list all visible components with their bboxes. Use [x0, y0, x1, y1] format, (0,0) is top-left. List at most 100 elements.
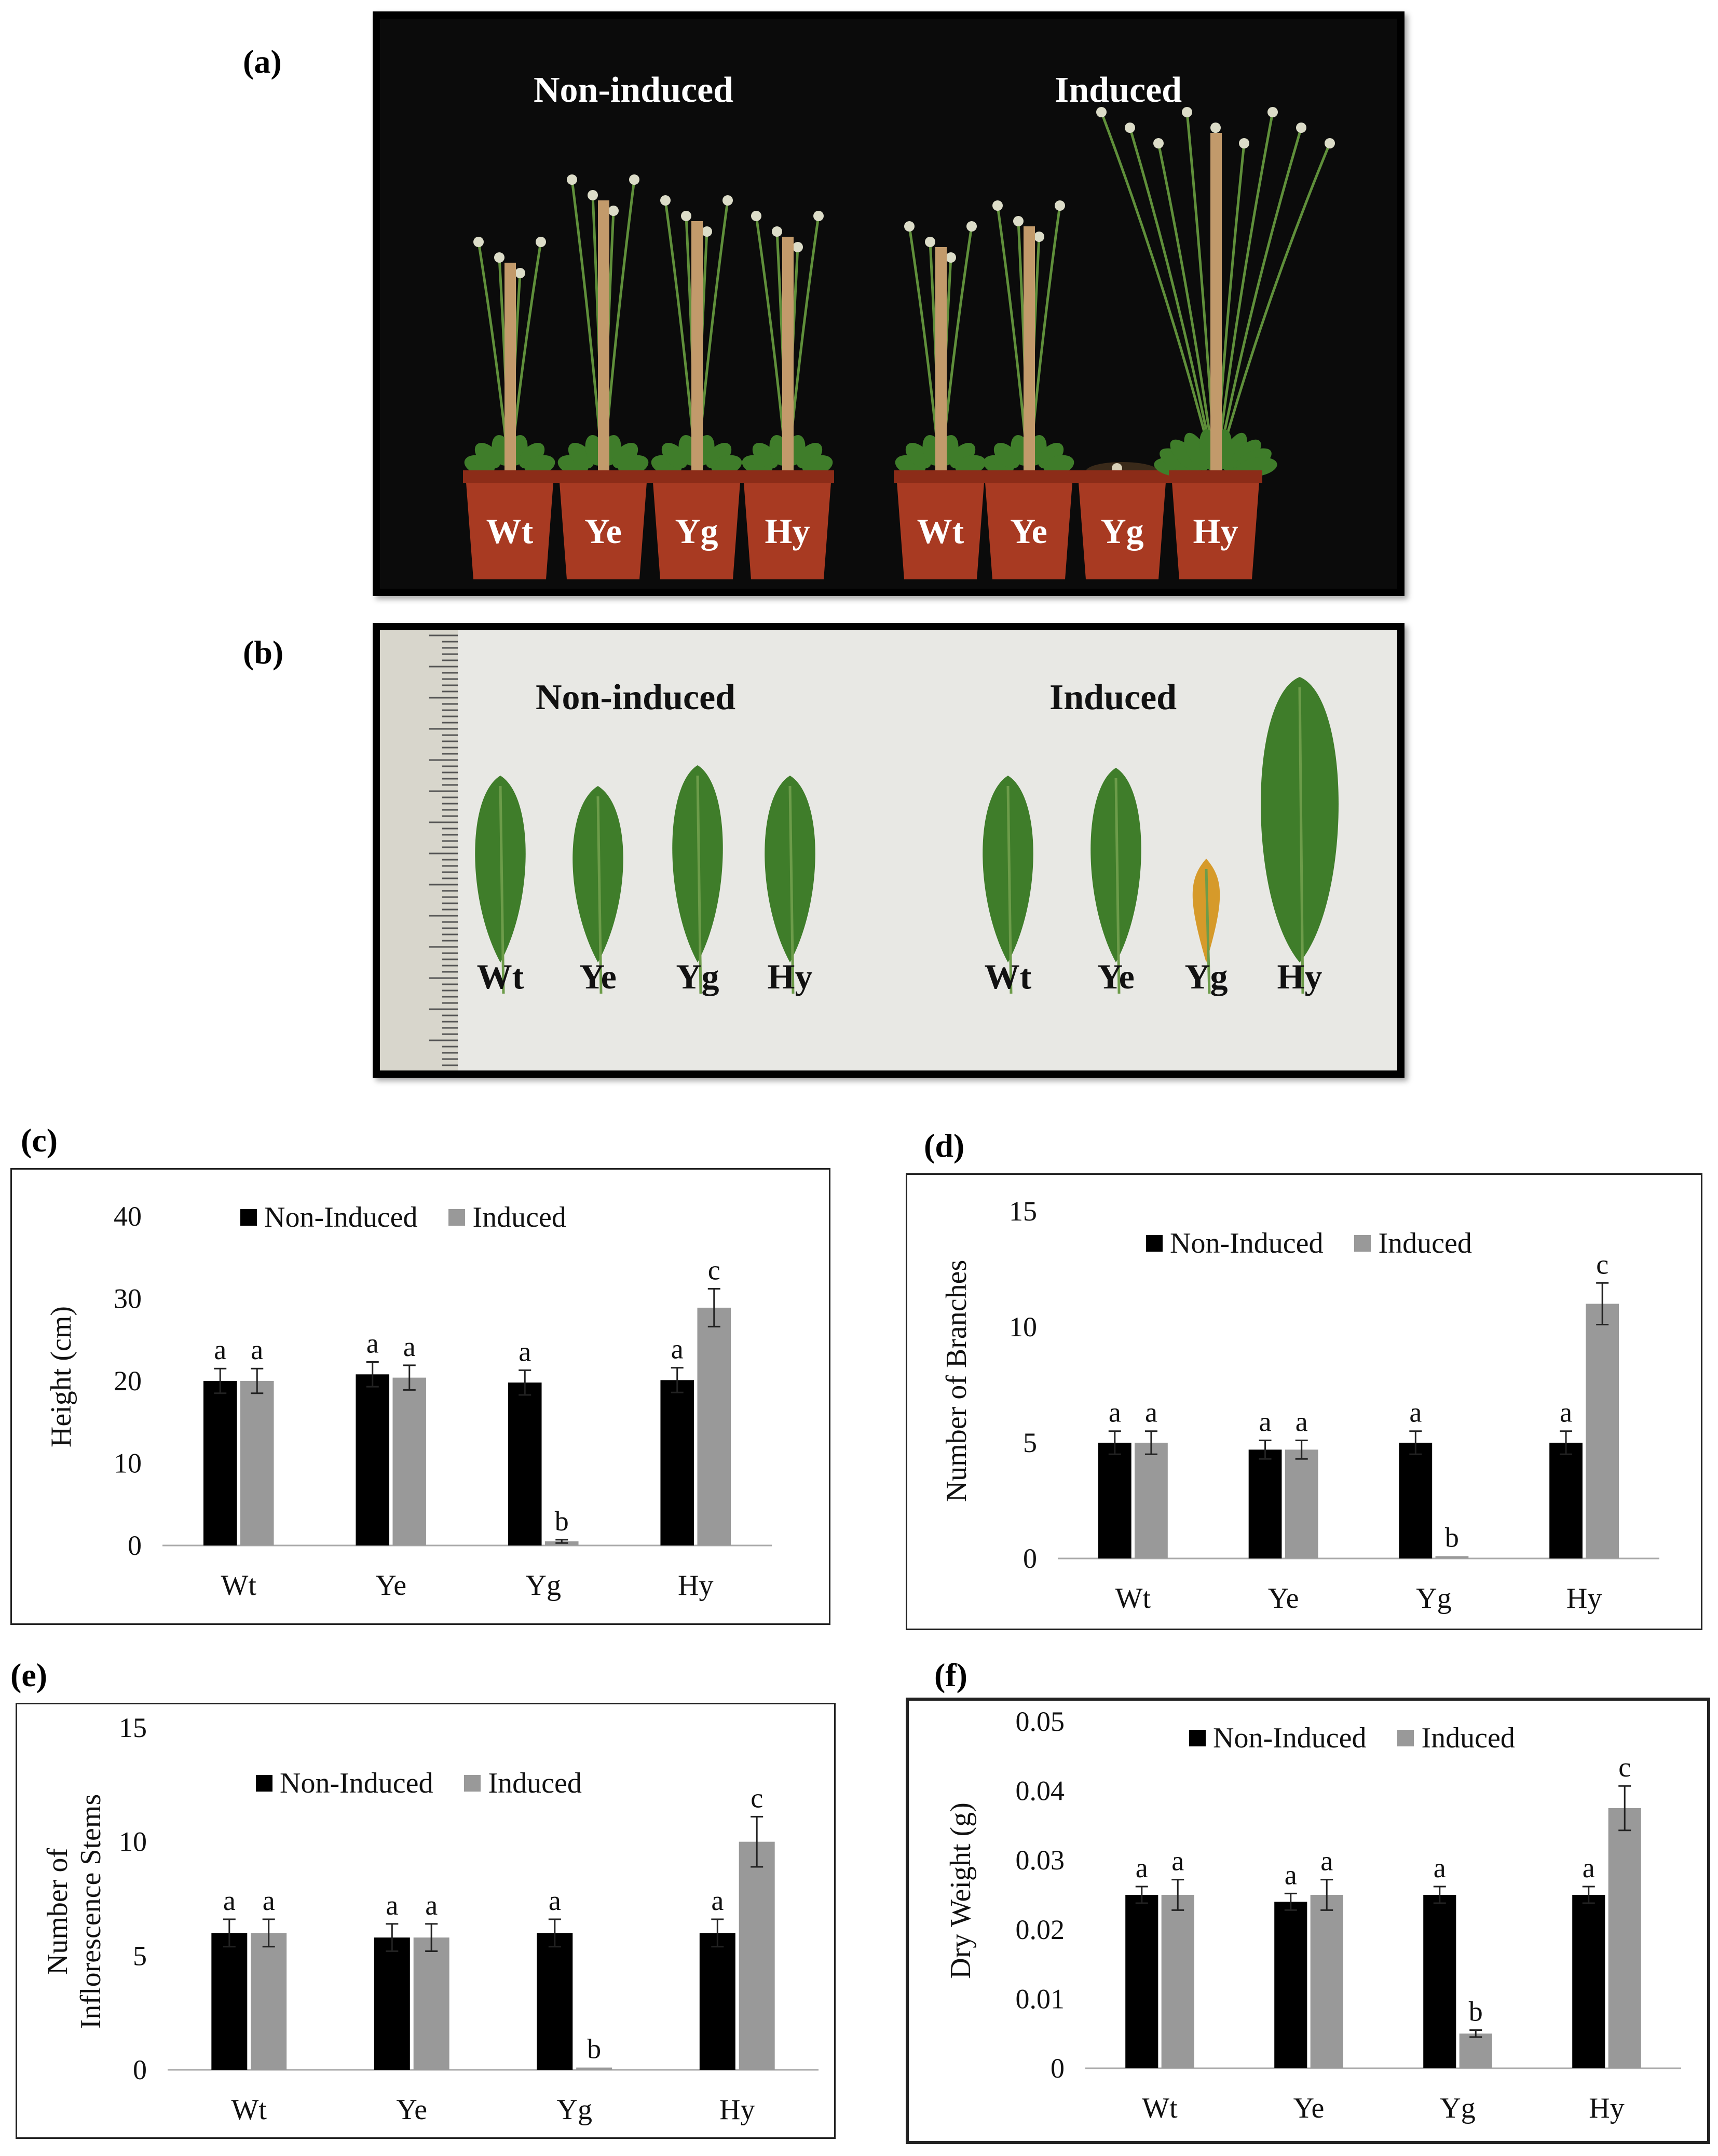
branches-chart: 0 5 10 15 a a Wt a a Ye a b Yg a c Hy Non-Induced Induced… [906, 1173, 1702, 1630]
flower-bud [793, 242, 803, 252]
plants-photo: Wt Ye Yg Hy Wt Ye Yg Hy Non-induced Induced [373, 11, 1405, 596]
bar-induced [1586, 1304, 1619, 1558]
bar-non-induced [203, 1381, 237, 1545]
flower-bud [567, 174, 577, 185]
legend-swatch [464, 1775, 481, 1792]
y-tick-label: 10 [1009, 1311, 1037, 1343]
y-tick-label: 0 [1023, 1543, 1037, 1574]
leaf-genotype-label: Hy [768, 957, 813, 996]
x-tick-label: Hy [678, 1569, 713, 1602]
leaves-photo-drawing: Wt Ye Yg Hy Wt Ye Yg Hy [380, 630, 1339, 1070]
flower-bud [1325, 138, 1335, 148]
support-stake [1210, 133, 1222, 476]
plant-genotype-label: Ye [1010, 511, 1047, 551]
bar-non-induced [1098, 1443, 1131, 1558]
bar-induced [697, 1307, 731, 1545]
y-tick-label: 5 [133, 1940, 147, 1971]
plant-pot [1078, 476, 1166, 579]
plant-stem [1214, 143, 1331, 476]
legend-swatch [256, 1775, 272, 1792]
potted-plant: Hy [741, 211, 834, 579]
flower-bud [1034, 232, 1044, 242]
plant-pot-rim [982, 470, 1075, 483]
potted-plant: Wt [894, 221, 987, 579]
x-tick-label: Yg [1440, 2092, 1475, 2124]
legend-swatch [1397, 1730, 1414, 1746]
x-tick-label: Hy [1566, 1582, 1602, 1615]
legend-item: Induced [1354, 1227, 1472, 1260]
plant-stem [1128, 127, 1217, 476]
panel-a-label: (a) [243, 43, 282, 80]
flower-bud [925, 237, 935, 247]
leaf-specimen: Wt [983, 776, 1033, 996]
dry-weight-chart: 0 0.01 0.02 0.03 0.04 0.05 a a Wt a a Ye a b Yg a c Hy Non… [906, 1698, 1710, 2144]
photo-a-group-right: Induced [1055, 70, 1182, 110]
bar-non-induced [1125, 1895, 1158, 2068]
support-stake [691, 221, 703, 476]
bar-non-induced [1274, 1902, 1307, 2068]
plant-stem [1214, 112, 1274, 476]
x-tick-label: Wt [231, 2094, 267, 2126]
x-tick-label: Yg [526, 1569, 561, 1602]
leaf-genotype-label: Ye [579, 957, 617, 996]
significance-letter: c [708, 1254, 720, 1285]
significance-letter: a [223, 1885, 236, 1916]
flower-bud [1267, 107, 1278, 117]
rosette-leaf [955, 455, 986, 475]
significance-letter: a [711, 1885, 724, 1916]
flower-bud [473, 237, 484, 247]
leaf-petiole [1114, 778, 1121, 994]
plant-genotype-label: Yg [1100, 511, 1143, 551]
plant-pot [985, 476, 1073, 579]
plant-genotype-label: Ye [584, 511, 622, 551]
plant-stem [1100, 112, 1217, 476]
y-tick-label: 0 [133, 2054, 147, 2085]
rosette-leaf [1222, 432, 1247, 471]
legend-label: Induced [472, 1201, 566, 1233]
significance-letter: b [1445, 1522, 1459, 1553]
significance-letter: c [751, 1782, 763, 1813]
significance-letter: a [403, 1331, 416, 1362]
bar-induced [392, 1377, 427, 1545]
y-tick-label: 15 [119, 1712, 147, 1743]
significance-letter: b [1469, 1996, 1483, 2027]
potted-plant: Yg [1075, 462, 1169, 579]
y-axis-label: Dry Weight (g) [945, 1802, 977, 1979]
y-tick-label: 15 [1009, 1196, 1037, 1227]
flower-bud [494, 252, 505, 263]
legend-item: Non-Induced [256, 1767, 433, 1800]
flower-bud [1210, 123, 1221, 133]
panel-e-label: (e) [10, 1657, 48, 1693]
y-tick-label: 40 [114, 1201, 142, 1232]
leaf-genotype-label: Yg [676, 957, 719, 996]
bar-non-induced [699, 1933, 735, 2070]
legend-label: Induced [488, 1767, 582, 1799]
ruler [380, 630, 458, 1070]
plant-pot [559, 476, 647, 579]
chart-legend: Non-Induced Induced [256, 1767, 582, 1800]
flower-bud [660, 195, 671, 206]
significance-letter: c [1596, 1249, 1608, 1280]
flower-bud [681, 211, 691, 221]
x-tick-label: Wt [221, 1569, 257, 1602]
potted-plant: Yg [650, 195, 743, 579]
y-tick-label: 5 [1023, 1427, 1037, 1458]
panel-f-label: (f) [934, 1657, 967, 1693]
panel-c-label: (c) [21, 1122, 58, 1159]
significance-letter: b [587, 2033, 601, 2065]
flower-bud [608, 206, 619, 216]
bar-induced [1310, 1895, 1343, 2068]
legend-swatch [448, 1209, 466, 1226]
x-tick-label: Hy [1589, 2092, 1624, 2124]
significance-letter: a [1259, 1406, 1272, 1438]
potted-plant: Wt [463, 237, 556, 579]
support-stake [598, 200, 609, 476]
flower-bud [722, 195, 733, 206]
significance-letter: a [1145, 1397, 1157, 1428]
leaf-specimen: Hy [1261, 677, 1339, 996]
legend-item: Induced [464, 1767, 582, 1800]
y-tick-label: 0 [1051, 2053, 1065, 2084]
